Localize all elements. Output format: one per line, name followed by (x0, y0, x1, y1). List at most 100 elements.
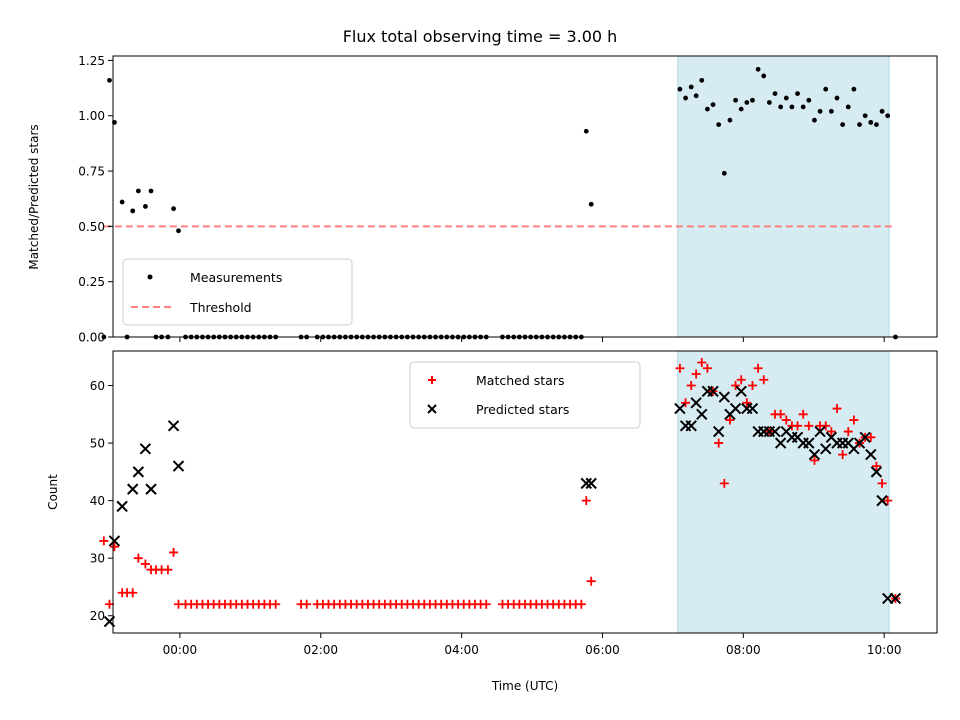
bottom-y-tick-label: 50 (90, 437, 105, 451)
measurement-point (176, 228, 181, 234)
measurement-point (142, 204, 148, 209)
predicted-stars-point (820, 443, 832, 455)
measurement-point (772, 91, 778, 97)
predicted-stars-point (172, 460, 185, 472)
measurement-point (755, 66, 761, 72)
measurement-point (789, 104, 795, 110)
bottom-x-tick-label: 04:00 (444, 643, 479, 657)
matched-stars-point (742, 398, 752, 408)
top-y-tick-label: 1.00 (78, 109, 105, 123)
predicted-stars-point (585, 477, 597, 490)
top-highlight-span (677, 55, 890, 338)
predicted-stars-point (808, 448, 821, 461)
top-y-axis-label: Matched/Predicted stars (27, 124, 41, 269)
measurement-point (766, 100, 772, 105)
matched-stars-point (849, 415, 859, 425)
matched-stars-point (169, 547, 179, 557)
measurement-point (857, 122, 862, 127)
matched-stars-point (838, 450, 848, 460)
matched-stars-point (776, 409, 786, 419)
predicted-stars-point (685, 420, 697, 432)
predicted-stars-point (814, 425, 826, 438)
matched-stars-point (581, 496, 591, 506)
matched-stars-point (759, 375, 769, 385)
matched-stars-point (821, 421, 831, 431)
predicted-stars-point (712, 425, 725, 438)
measurement-point (800, 104, 806, 110)
matched-stars-point (163, 565, 173, 575)
top-axes-frame (112, 55, 938, 338)
bottom-x-ticks: 00:00 02:00 04:00 06:00 08:00 10:00 (163, 633, 901, 657)
measurement-point (885, 113, 891, 119)
predicted-stars-point (167, 420, 180, 432)
matched-stars-point (714, 438, 724, 448)
bottom-marks (99, 358, 902, 628)
bottom-x-tick-label: 08:00 (726, 643, 761, 657)
matched-stars-point (302, 599, 312, 609)
predicted-stars-point (116, 500, 128, 513)
predicted-stars-point (696, 408, 708, 421)
bottom-axes-frame (112, 350, 938, 634)
predicted-stars-point (774, 437, 787, 449)
predicted-stars-point (859, 431, 871, 444)
measurement-point (840, 122, 846, 127)
measurement-point (879, 108, 885, 114)
matched-stars-point (798, 409, 808, 419)
matched-stars-point (133, 553, 143, 563)
matched-stars-point (675, 363, 685, 373)
matched-stars-point (271, 599, 281, 609)
predicted-stars-point (707, 385, 719, 397)
predicted-stars-point (889, 592, 902, 605)
measurement-point (795, 91, 800, 97)
measurement-point (688, 84, 694, 90)
measurement-point (171, 206, 176, 212)
measurement-point (107, 77, 112, 83)
chart-title: Flux total observing time = 3.00 h (343, 27, 618, 46)
bottom-y-tick-label: 30 (90, 552, 105, 566)
matched-stars-point (747, 381, 757, 391)
matched-stars-point (843, 427, 853, 437)
measurement-point (812, 117, 817, 123)
panel-bottom: Matched stars Predicted stars 20 30 40 50 60… (46, 350, 938, 693)
predicted-stars-point (746, 402, 759, 415)
bottom-y-ticks: 20 30 40 50 60 (90, 379, 113, 623)
predicted-stars-point (580, 477, 592, 490)
predicted-stars-point (718, 391, 731, 403)
top-x-ticks (179, 337, 885, 342)
matched-stars-point (832, 404, 842, 414)
x-axis-label: Time (UTC) (491, 679, 558, 693)
predicted-stars-point (865, 448, 877, 461)
measurement-point (693, 93, 699, 99)
measurement-point (874, 122, 879, 127)
predicted-stars-point (139, 443, 152, 455)
measurement-point (148, 188, 154, 194)
measurement-point (588, 201, 594, 207)
matched-stars-point (753, 363, 763, 373)
measurement-point (683, 95, 688, 101)
legend-matched-marker (428, 376, 436, 384)
predicted-stars-point (876, 494, 888, 507)
matched-stars-point (586, 576, 596, 586)
bottom-y-tick-label: 60 (90, 379, 105, 393)
top-y-tick-label: 0.25 (78, 275, 105, 289)
measurement-point (828, 108, 834, 114)
panel-top: Measurements Threshold 0.00 0.25 0.50 0.75 1… (27, 27, 938, 345)
measurement-point (744, 100, 750, 105)
matched-stars-point (736, 375, 746, 385)
matched-stars-point (883, 496, 893, 506)
matched-stars-point (725, 415, 735, 425)
bottom-y-tick-label: 40 (90, 494, 105, 508)
matched-stars-point (804, 421, 814, 431)
measurement-point (727, 117, 733, 123)
legend-measurements-marker (147, 274, 153, 280)
matched-stars-point (826, 427, 836, 437)
measurement-point (845, 104, 851, 110)
bottom-y-axis-label: Count (46, 474, 60, 510)
matched-stars-point (697, 358, 707, 368)
bottom-legend-box (409, 361, 641, 429)
predicted-stars-point (674, 402, 686, 415)
predicted-stars-point (729, 402, 742, 415)
matched-stars-point (576, 599, 586, 609)
